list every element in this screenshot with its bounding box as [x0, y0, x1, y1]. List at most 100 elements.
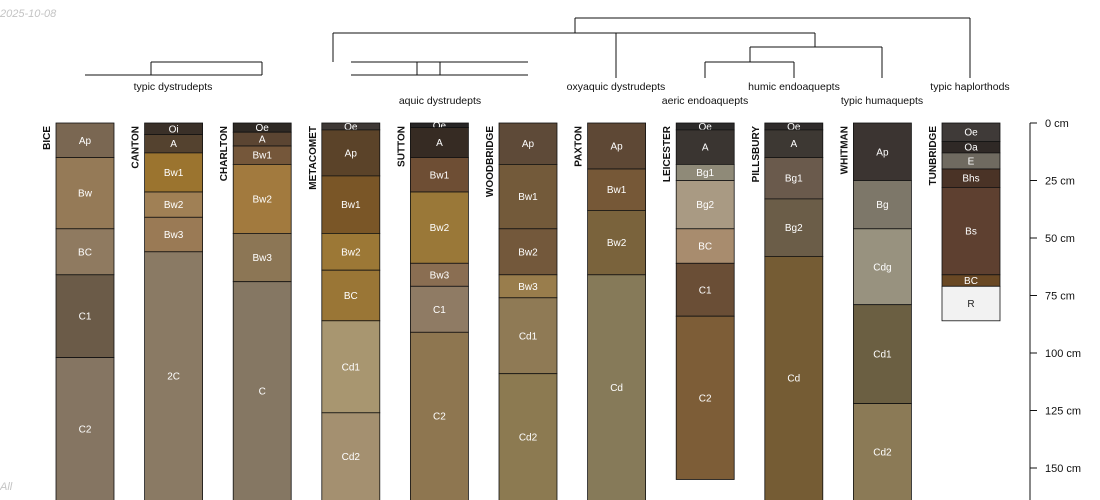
horizon-label: Bg1 [785, 174, 803, 185]
profile-name: CHARLTON [219, 126, 230, 181]
profile-tunbridge: Oe Oa E Bhs Bs BC R TUNBRIDGE [928, 123, 1000, 321]
profile-sutton: Oe A Bw1 Bw2 Bw3 C1 C2 SUTTON [396, 121, 468, 500]
axis-tick-label: 0 cm [1045, 118, 1069, 130]
horizon-label: Bw1 [341, 200, 361, 211]
profile-canton: Oi A Bw1 Bw2 Bw3 2C CANTON [131, 123, 203, 500]
horizon-label: C2 [699, 393, 712, 404]
horizon-label: Bg2 [696, 200, 714, 211]
profile-whitman: Ap Bg Cdg Cd1 Cd2 WHITMAN [839, 123, 911, 500]
profile-bice: Ap Bw BC C1 C2 BICE [42, 123, 114, 500]
horizon-label: C1 [79, 312, 92, 323]
horizon-label: Oe [964, 128, 978, 139]
horizon-label: Cd1 [342, 362, 361, 373]
profile-metacomet: Oe Ap Bw1 Bw2 BC Cd1 Cd2 METACOMET [308, 122, 380, 500]
axis-tick-label: 25 cm [1045, 176, 1075, 188]
horizon-label: Bg1 [696, 168, 714, 179]
horizon-label: Bw [78, 189, 93, 200]
group-label: typic humaquepts [841, 95, 923, 107]
group-label: aeric endoaquepts [662, 95, 748, 107]
profile-name: PILLSBURY [751, 126, 762, 183]
axis-tick-label: 125 cm [1045, 406, 1081, 418]
horizon-label: Ap [610, 142, 623, 153]
horizon-label: BC [698, 242, 712, 253]
profile-paxton: Ap Bw1 Bw2 Cd PAXTON [574, 123, 646, 500]
horizon-label: Bw2 [252, 194, 272, 205]
horizon-label: Bw1 [607, 185, 627, 196]
group-label: aquic dystrudepts [399, 95, 481, 107]
profile-name: METACOMET [308, 126, 319, 190]
soil-profile-chart: typic dystrudepts aquic dystrudepts oxyaqu… [0, 0, 1100, 500]
group-label: humic endoaquepts [748, 81, 840, 93]
horizon-label: Cd [787, 374, 800, 385]
profile-name: SUTTON [396, 126, 407, 167]
horizon-label: Bw2 [164, 200, 184, 211]
profile-name: WHITMAN [839, 126, 850, 174]
profile-name: WOODBRIDGE [485, 126, 496, 197]
horizon-label: Cd2 [519, 432, 538, 443]
profile-name: LEICESTER [662, 125, 673, 182]
group-labels: typic dystrudepts aquic dystrudepts oxyaqu… [134, 81, 1010, 107]
horizon-label: Ap [876, 147, 889, 158]
horizon-label: Ap [345, 148, 358, 159]
profile-name: TUNBRIDGE [928, 126, 939, 186]
horizon-label: A [702, 143, 709, 154]
horizon-label: Bw3 [252, 253, 272, 264]
profile-name: CANTON [131, 126, 142, 169]
horizon-label: Bw1 [252, 151, 272, 162]
horizon-label: Bw2 [518, 247, 538, 258]
horizon-label: Bhs [962, 174, 979, 185]
horizon-label: 2C [167, 371, 180, 382]
dendrogram [85, 18, 970, 78]
horizon-label: Bw3 [518, 282, 538, 293]
horizon-label: Cd [610, 383, 623, 394]
profile-charlton: OeABw1Bw2Bw3CCHARLTON [219, 123, 291, 500]
group-label: oxyaquic dystrudepts [567, 81, 666, 93]
group-label: typic dystrudepts [134, 81, 213, 93]
horizon-label: Ap [522, 139, 535, 150]
horizon-label: A [259, 135, 266, 146]
horizon-label: Oi [169, 124, 179, 135]
horizon-label: Bw1 [430, 170, 450, 181]
horizon-label: C [259, 386, 266, 397]
horizon-label: Bs [965, 227, 977, 238]
horizon-label: C1 [433, 305, 446, 316]
horizon-label: BC [78, 247, 92, 258]
horizon-label: Bw3 [164, 230, 184, 241]
horizon-label: E [968, 156, 975, 167]
horizon-label: Cd1 [519, 331, 538, 342]
horizon-label: Ap [79, 136, 92, 147]
profile-leicester: Oe A Bg1 Bg2 BC C1 C2 LEICESTER [662, 122, 734, 480]
axis-tick-label: 150 cm [1045, 463, 1081, 475]
horizon-label: A [436, 138, 443, 149]
horizon-label: C2 [79, 424, 92, 435]
axis-tick-label: 100 cm [1045, 348, 1081, 360]
horizon-label: BC [344, 291, 358, 302]
profile-name: BICE [42, 126, 53, 150]
horizon-label: Bw2 [341, 247, 361, 258]
profile-pillsbury: OeABg1Bg2CdPILLSBURY [751, 122, 823, 500]
profiles: Ap Bw BC C1 C2 BICE Oi A Bw1 Bw2 Bw3 2C CANTON Oe A Bw1… [42, 121, 1000, 500]
horizon-label: Bw2 [430, 223, 450, 234]
horizon-label: Cdg [873, 262, 891, 273]
horizon-label: Bw2 [607, 238, 627, 249]
horizon-label: Cd1 [873, 350, 892, 361]
axis-tick-label: 75 cm [1045, 291, 1075, 303]
depth-axis: 0 cm 25 cm 50 cm 75 cm 100 cm 125 cm 150 cm [1030, 118, 1081, 500]
profile-name: PAXTON [574, 126, 585, 167]
group-label: typic haplorthods [930, 81, 1009, 93]
horizon-label: Bw1 [518, 192, 538, 203]
horizon-label: A [170, 139, 177, 150]
horizon-label: Bg [876, 200, 888, 211]
horizon-label: Oa [964, 143, 978, 154]
axis-tick-label: 50 cm [1045, 233, 1075, 245]
horizon-label: Bg2 [785, 223, 803, 234]
horizon-label: C2 [433, 412, 446, 423]
horizon-label: BC [964, 276, 978, 287]
horizon-label: C1 [699, 285, 712, 296]
profile-woodbridge: Ap Bw1 Bw2 Bw3 Cd1 Cd2 WOODBRIDGE [485, 123, 557, 500]
horizon-label: Bw1 [164, 168, 184, 179]
horizon-label: Bw3 [430, 270, 450, 281]
horizon-label: Cd2 [873, 447, 892, 458]
horizon-label: A [790, 139, 797, 150]
horizon-label: R [967, 299, 974, 310]
